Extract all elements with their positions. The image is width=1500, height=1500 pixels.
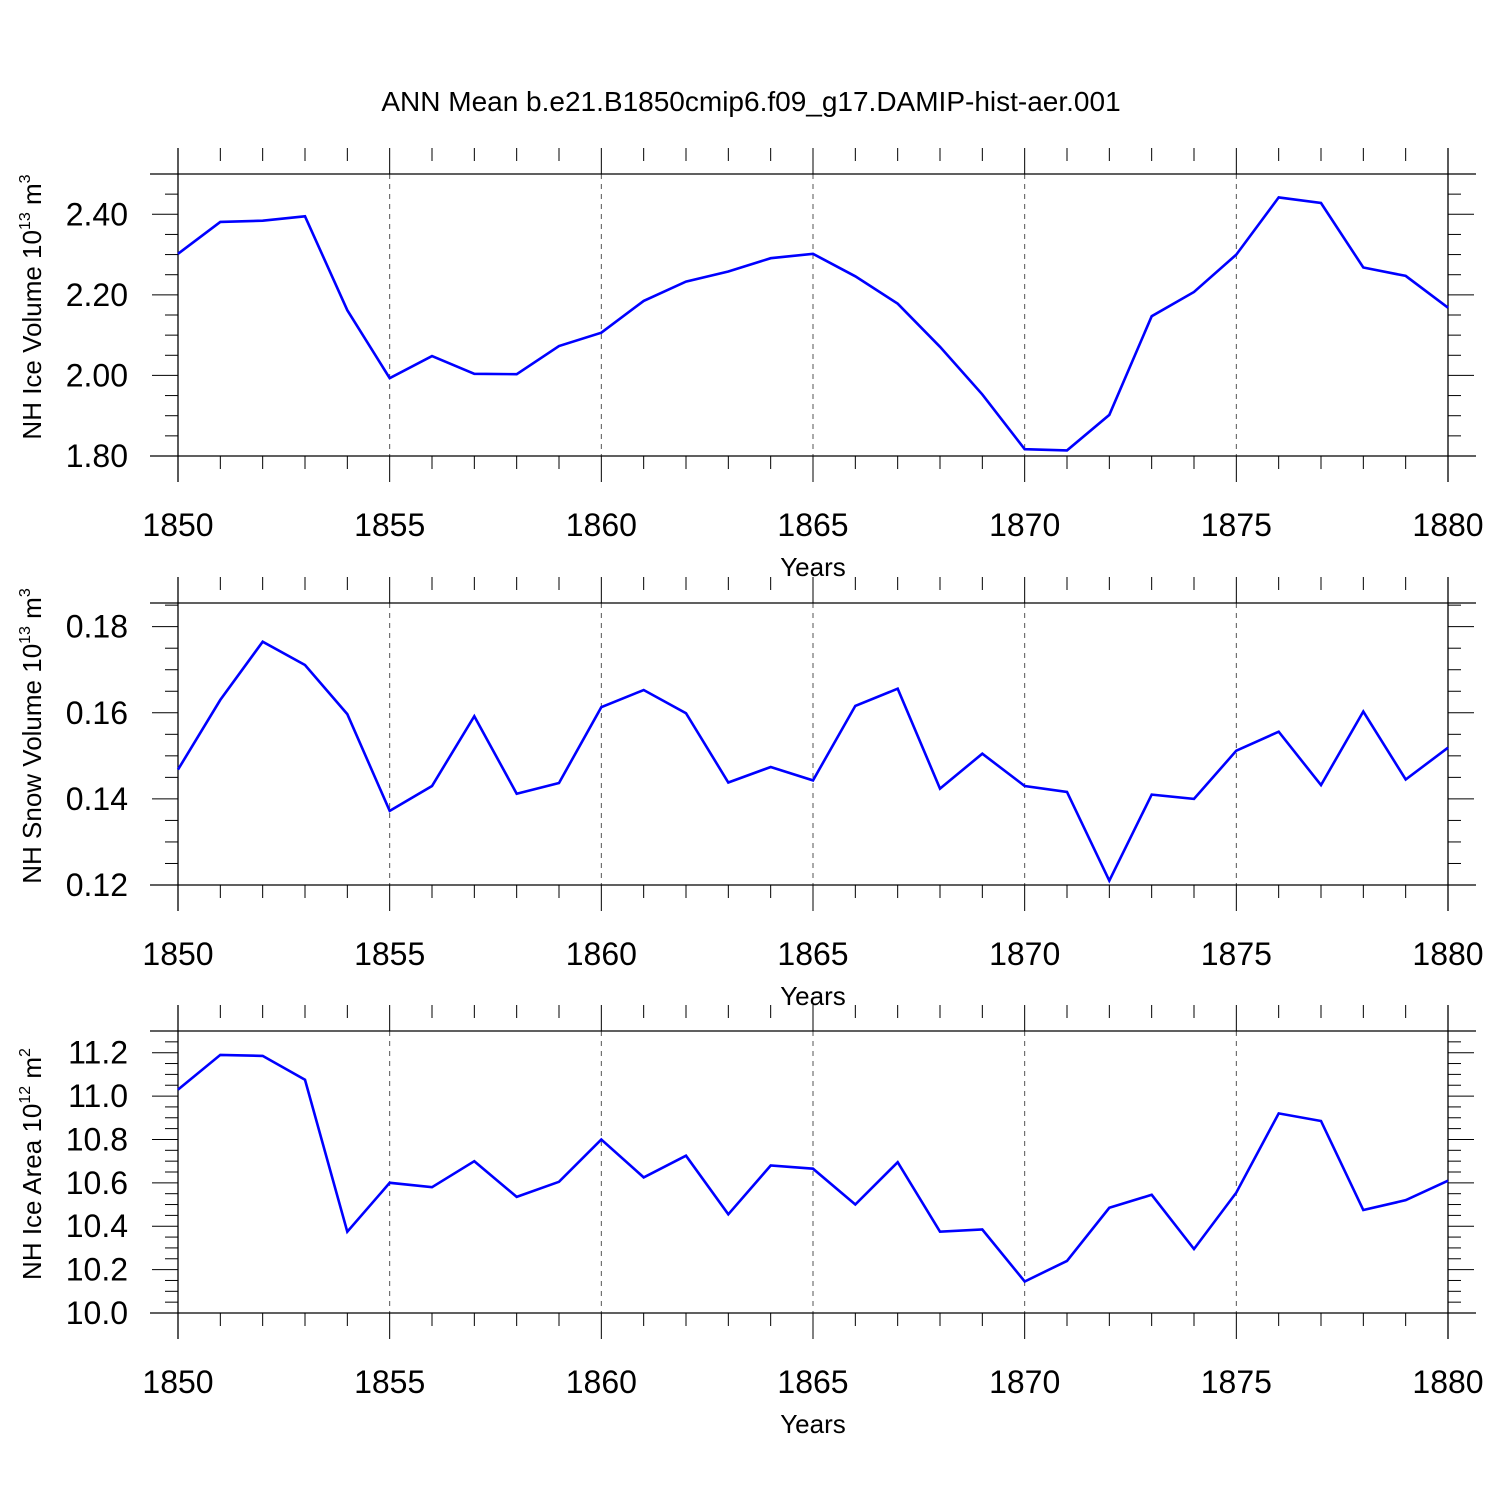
x-tick-label: 1880	[1412, 1364, 1483, 1400]
x-tick-label: 1875	[1201, 507, 1272, 543]
y-axis-label-unit: m	[17, 597, 47, 626]
x-tick-label: 1880	[1412, 936, 1483, 972]
y-tick-label: 2.00	[66, 357, 128, 393]
y-tick-label: 11.2	[68, 1035, 128, 1071]
y-tick-label: 0.16	[66, 695, 128, 731]
x-tick-label: 1850	[142, 507, 213, 543]
y-tick-label: 10.0	[66, 1295, 128, 1331]
y-tick-label: 10.6	[66, 1165, 128, 1201]
figure-title: ANN Mean b.e21.B1850cmip6.f09_g17.DAMIP-…	[381, 86, 1120, 117]
x-tick-label: 1865	[777, 936, 848, 972]
x-tick-label: 1865	[777, 1364, 848, 1400]
x-tick-label: 1880	[1412, 507, 1483, 543]
y-tick-label: 2.20	[66, 277, 128, 313]
x-tick-label: 1870	[989, 936, 1060, 972]
y-axis-label-text: NH Ice Area 10	[17, 1104, 47, 1280]
y-tick-label: 11.0	[68, 1078, 128, 1114]
x-tick-label: 1870	[989, 507, 1060, 543]
panel-2: 0.12 0.14 0.16 0.18 1850 1855 1860 1865 1870 1875…	[17, 577, 1484, 1011]
y-axis-label-exp: 12	[17, 1086, 34, 1104]
y-tick-label: 2.40	[66, 196, 128, 232]
y-tick-label: 0.12	[66, 867, 128, 903]
panel-3: 10.0 10.2 10.4 10.6 10.8 11.0 11.2 1850 1855 1860…	[17, 1005, 1484, 1439]
y-tick-label: 0.14	[66, 781, 128, 817]
y-axis-label-exp: 13	[17, 212, 34, 230]
y-axis-label-exp: 13	[17, 626, 34, 644]
x-tick-label: 1855	[354, 936, 425, 972]
y-axis-label-unit: m	[17, 183, 47, 212]
panel-1: 1.80 2.00 2.20 2.40 1850 1855 1860 1865 1870 1875…	[17, 148, 1484, 582]
chart-panels: 1.80 2.00 2.20 2.40 1850 1855 1860 1865 1870 1875…	[17, 148, 1484, 1439]
y-tick-label: 10.8	[66, 1121, 128, 1157]
series-line	[177, 1053, 1449, 1284]
x-tick-label: 1860	[566, 936, 637, 972]
x-axis-label: Years	[780, 1409, 846, 1439]
y-axis-label: NH Ice Area 1012 m2	[17, 1048, 47, 1280]
y-tick-label: 10.2	[66, 1252, 128, 1288]
y-tick-label: 10.4	[66, 1208, 128, 1244]
x-tick-label: 1860	[566, 1364, 637, 1400]
x-tick-label: 1865	[777, 507, 848, 543]
series-line	[176, 640, 1449, 884]
y-axis-label-text: NH Ice Volume 10	[17, 230, 47, 440]
y-tick-label: 0.18	[66, 609, 128, 645]
x-tick-label: 1860	[566, 507, 637, 543]
y-axis-label-unit-exp: 3	[17, 588, 34, 597]
x-tick-label: 1875	[1201, 936, 1272, 972]
series-line	[177, 196, 1449, 452]
y-axis-label: NH Ice Volume 1013 m3	[17, 174, 47, 439]
x-tick-label: 1875	[1201, 1364, 1272, 1400]
x-tick-label: 1850	[142, 936, 213, 972]
x-tick-label: 1855	[354, 1364, 425, 1400]
y-axis-label-unit-exp: 3	[17, 174, 34, 183]
y-tick-label: 1.80	[66, 438, 128, 474]
y-axis-label-unit-exp: 2	[17, 1048, 34, 1057]
y-axis-label-unit: m	[17, 1057, 47, 1086]
x-tick-label: 1850	[142, 1364, 213, 1400]
x-tick-label: 1870	[989, 1364, 1060, 1400]
x-tick-label: 1855	[354, 507, 425, 543]
y-axis-label-text: NH Snow Volume 10	[17, 644, 47, 884]
y-axis-label: NH Snow Volume 1013 m3	[17, 588, 47, 884]
